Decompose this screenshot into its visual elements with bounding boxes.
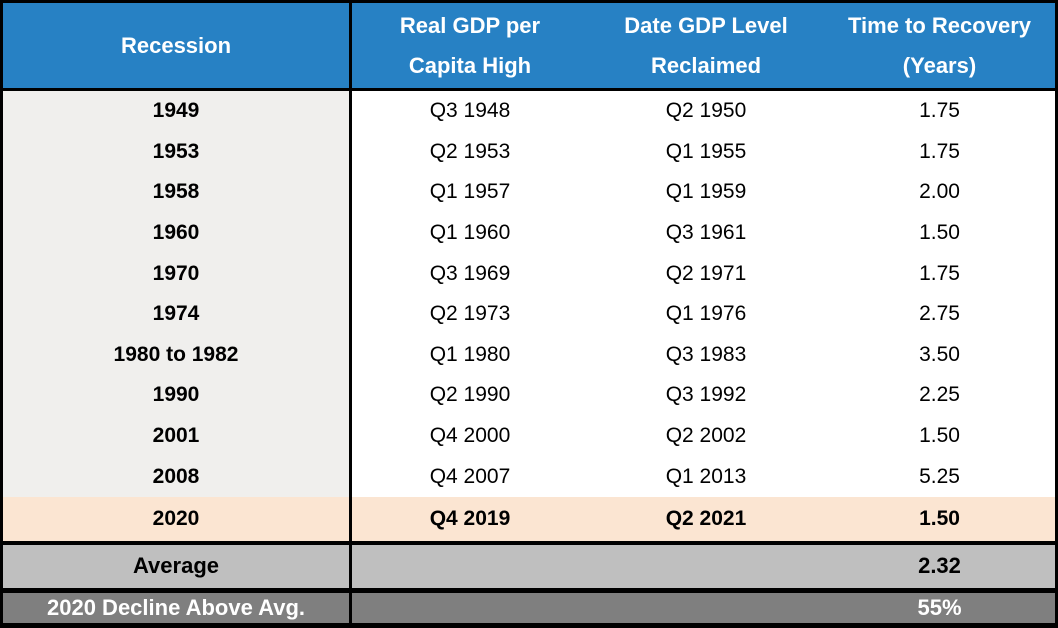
gdp-high-cell: Q1 1980 [352,334,588,376]
reclaimed-cell: Q2 2021 [588,496,824,541]
table-row: 1990 Q2 1990 Q3 1992 2.25 [3,375,1055,416]
recession-cell: 1980 to 1982 [3,334,352,376]
summary-row-average: Average 2.32 [3,544,1055,593]
recession-cell: 1953 [3,131,352,173]
reclaimed-cell: Q1 1976 [588,293,824,335]
gdp-high-cell: Q4 2007 [352,456,588,497]
reclaimed-cell: Q3 1961 [588,212,824,254]
recovery-cell: 1.50 [824,212,1055,254]
table-row: 1949 Q3 1948 Q2 1950 1.75 [3,91,1055,132]
recovery-cell: 5.25 [824,456,1055,497]
recession-cell: 1970 [3,253,352,294]
column-header-recession: Recession [3,3,352,88]
reclaimed-cell: Q2 2002 [588,415,824,457]
table-row: 1980 to 1982 Q1 1980 Q3 1983 3.50 [3,334,1055,376]
recession-cell: 1960 [3,212,352,254]
column-header-label-line2: Reclaimed [650,52,762,78]
reclaimed-cell: Q3 1992 [588,375,824,416]
summary-value: 55% [824,592,1055,623]
summary-label: Average [3,544,352,588]
gdp-high-cell: Q2 1973 [352,293,588,335]
empty-cell [352,592,588,623]
recession-cell: 2001 [3,415,352,457]
column-header-recovery: Time to Recovery (Years) [824,3,1055,88]
reclaimed-cell: Q2 1971 [588,253,824,294]
table-row-2020-highlight: 2020 Q4 2019 Q2 2021 1.50 [3,496,1055,545]
reclaimed-cell: Q1 2013 [588,456,824,497]
empty-cell [588,544,824,588]
reclaimed-cell: Q3 1983 [588,334,824,376]
table-row: 1970 Q3 1969 Q2 1971 1.75 [3,253,1055,294]
reclaimed-cell: Q1 1959 [588,172,824,213]
table-row: 1974 Q2 1973 Q1 1976 2.75 [3,293,1055,335]
gdp-high-cell: Q4 2019 [352,496,588,541]
column-header-label-line1: Date GDP Level [624,12,788,38]
table-row: 1958 Q1 1957 Q1 1959 2.00 [3,172,1055,213]
recession-cell: 2008 [3,456,352,497]
gdp-high-cell: Q3 1969 [352,253,588,294]
column-header-label-line2: Capita High [408,52,532,78]
summary-label: 2020 Decline Above Avg. [3,592,352,623]
column-header-label-line1: Real GDP per [399,12,541,38]
table-row: 2001 Q4 2000 Q2 2002 1.50 [3,415,1055,457]
recovery-cell: 1.75 [824,253,1055,294]
table-header-row: Recession Real GDP per Capita High Date … [3,3,1055,91]
gdp-high-cell: Q3 1948 [352,91,588,132]
recession-cell: 2020 [3,496,352,541]
reclaimed-cell: Q1 1955 [588,131,824,173]
recovery-cell: 3.50 [824,334,1055,376]
table-row: 1960 Q1 1960 Q3 1961 1.50 [3,212,1055,254]
column-header-reclaimed: Date GDP Level Reclaimed [588,3,824,88]
table-row: 1953 Q2 1953 Q1 1955 1.75 [3,131,1055,173]
recovery-cell: 2.00 [824,172,1055,213]
gdp-high-cell: Q2 1953 [352,131,588,173]
gdp-high-cell: Q1 1957 [352,172,588,213]
reclaimed-cell: Q2 1950 [588,91,824,132]
empty-cell [352,544,588,588]
recovery-cell: 1.75 [824,131,1055,173]
summary-row-2020-decline: 2020 Decline Above Avg. 55% [3,592,1055,623]
gdp-high-cell: Q1 1960 [352,212,588,254]
recovery-cell: 1.75 [824,91,1055,132]
recession-cell: 1958 [3,172,352,213]
column-header-label-line2: (Years) [902,52,977,78]
recession-cell: 1990 [3,375,352,416]
summary-value: 2.32 [824,544,1055,588]
recovery-cell: 1.50 [824,415,1055,457]
empty-cell [588,592,824,623]
column-header-label: Recession [120,32,232,58]
column-header-label-line1: Time to Recovery [847,12,1031,38]
recovery-cell: 2.75 [824,293,1055,335]
recovery-cell: 1.50 [824,496,1055,541]
recession-cell: 1974 [3,293,352,335]
gdp-high-cell: Q4 2000 [352,415,588,457]
gdp-high-cell: Q2 1990 [352,375,588,416]
table-row: 2008 Q4 2007 Q1 2013 5.25 [3,456,1055,497]
column-header-gdp-high: Real GDP per Capita High [352,3,588,88]
recovery-cell: 2.25 [824,375,1055,416]
recession-cell: 1949 [3,91,352,132]
